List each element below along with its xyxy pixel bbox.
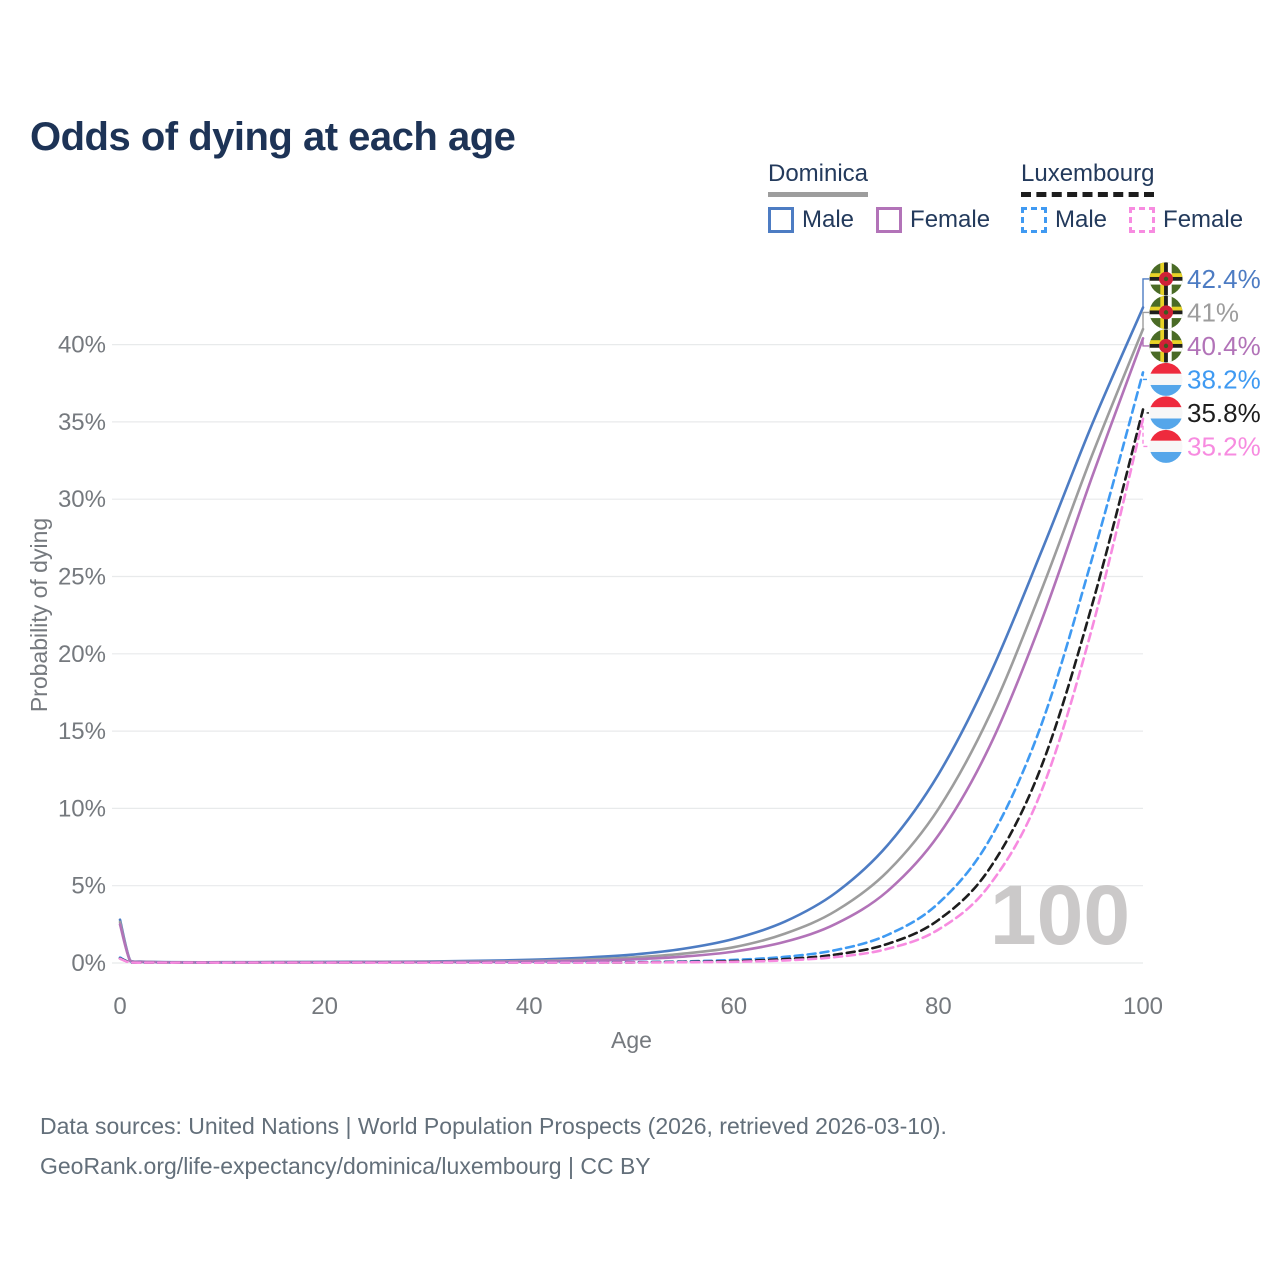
legend-swatch-dominica-female[interactable] [876, 207, 903, 233]
y-tick-label: 30% [58, 486, 106, 513]
x-tick-label: 60 [720, 993, 747, 1020]
footer: Data sources: United Nations | World Pop… [40, 1106, 947, 1186]
legend-row-dominica: Male Female [768, 206, 1012, 234]
flag-icon-dominica [1149, 329, 1183, 363]
flag-icon-dominica [1149, 262, 1183, 296]
x-axis-title: Age [611, 1027, 652, 1053]
x-tick-label: 100 [1123, 993, 1163, 1020]
label-connector-luxembourg-both-sexes [1142, 409, 1149, 414]
end-value-label-dominica-both-sexes: 41% [1187, 297, 1239, 327]
flag-icon-luxembourg [1149, 396, 1183, 430]
flag-icon-luxembourg [1149, 362, 1183, 396]
end-value-label-luxembourg-both-sexes: 35.8% [1187, 398, 1261, 428]
end-value-label-luxembourg-female: 35.2% [1187, 431, 1261, 461]
label-connector-luxembourg-female [1142, 418, 1149, 448]
series-line-luxembourg-female [118, 417, 1145, 965]
legend-label-dominica-female: Female [910, 206, 991, 233]
legend-item-luxembourg-male[interactable]: Male [1021, 206, 1107, 234]
end-value-label-dominica-female: 40.4% [1187, 331, 1261, 361]
legend-item-luxembourg-female[interactable]: Female [1129, 206, 1243, 234]
x-tick-label: 20 [311, 993, 338, 1020]
y-tick-label: 15% [58, 718, 106, 745]
y-axis-title: Probability of dying [26, 518, 52, 712]
legend-swatch-luxembourg-male[interactable] [1021, 207, 1047, 233]
legend-item-dominica-female[interactable]: Female [876, 206, 990, 234]
legend-title-dominica: Dominica [768, 160, 869, 197]
legend-item-dominica-male[interactable]: Male [768, 206, 854, 234]
legend-row-luxembourg: Male Female [1021, 206, 1265, 234]
legend-label-luxembourg-male: Male [1055, 206, 1108, 233]
age-watermark: 100 [990, 868, 1130, 962]
legend-label-luxembourg-female: Female [1163, 206, 1244, 233]
label-connector-luxembourg-male [1142, 372, 1149, 381]
y-tick-label: 5% [71, 873, 106, 900]
legend-swatch-dominica-male[interactable] [768, 207, 794, 233]
y-tick-label: 35% [58, 409, 106, 436]
legend-title-luxembourg: Luxembourg [1021, 160, 1155, 197]
x-tick-label: 40 [516, 993, 543, 1020]
end-value-label-luxembourg-male: 38.2% [1187, 364, 1261, 394]
y-tick-label: 25% [58, 564, 106, 591]
footer-attribution: GeoRank.org/life-expectancy/dominica/lux… [40, 1153, 651, 1179]
flag-icon-luxembourg [1149, 429, 1183, 463]
page-title: Odds of dying at each age [30, 114, 516, 159]
label-connector-dominica-both-sexes [1142, 311, 1149, 330]
y-tick-label: 10% [58, 795, 106, 822]
series-line-dominica-male [118, 306, 1145, 964]
flag-icon-dominica [1149, 295, 1183, 329]
y-tick-label: 0% [71, 950, 106, 977]
legend-swatch-luxembourg-female[interactable] [1129, 207, 1156, 233]
y-tick-label: 40% [58, 332, 106, 359]
end-value-label-dominica-male: 42.4% [1187, 264, 1261, 294]
label-connector-dominica-female [1142, 338, 1149, 347]
legend-group-dominica: Dominica Male Female [768, 160, 1012, 234]
y-tick-label: 20% [58, 641, 106, 668]
label-connector-dominica-male [1142, 278, 1149, 308]
x-tick-label: 80 [925, 993, 952, 1020]
footer-sources: Data sources: United Nations | World Pop… [40, 1113, 947, 1139]
x-tick-label: 0 [113, 993, 126, 1020]
legend-label-dominica-male: Male [802, 206, 855, 233]
legend-group-luxembourg: Luxembourg Male Female [1021, 160, 1265, 234]
